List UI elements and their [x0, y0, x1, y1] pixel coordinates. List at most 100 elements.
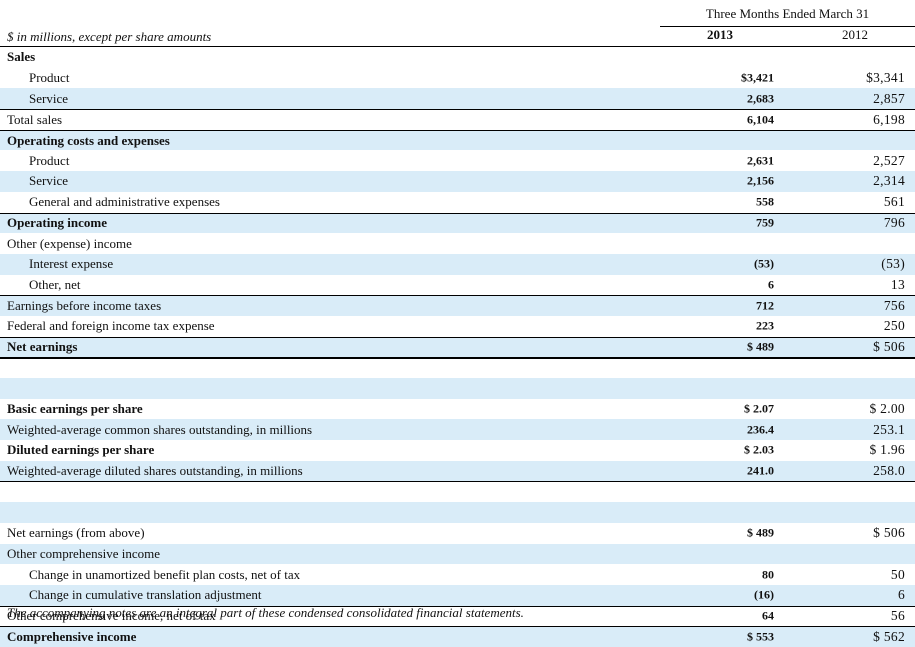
- value-2012: 796: [883, 215, 905, 231]
- table-row: Service 2,683 2,857: [0, 88, 915, 110]
- row-label: Basic earnings per share: [7, 401, 143, 417]
- table-row: [0, 378, 915, 399]
- table-row: Total sales 6,104 6,198: [0, 109, 915, 130]
- value-2012: 253.1: [873, 421, 905, 437]
- value-2012: $ 1.96: [869, 442, 905, 458]
- table-row: [0, 481, 915, 502]
- table-row: Service 2,156 2,314: [0, 171, 915, 192]
- table-row: Basic earnings per share $ 2.07 $ 2.00: [0, 399, 915, 420]
- units-note: $ in millions, except per share amounts: [7, 29, 212, 44]
- value-2012: $3,341: [866, 70, 905, 86]
- row-label: Change in cumulative translation adjustm…: [29, 587, 262, 603]
- row-label: Weighted-average common shares outstandi…: [7, 421, 313, 437]
- row-label: Interest expense: [29, 256, 114, 272]
- value-2013: 2,631: [747, 153, 774, 168]
- value-2013: 6,104: [747, 112, 774, 127]
- row-label: Earnings before income taxes: [7, 298, 162, 314]
- value-2012: 2,314: [873, 173, 905, 189]
- value-2013: 241.0: [747, 463, 774, 478]
- value-2013: 236.4: [747, 422, 774, 437]
- value-2013: (53): [754, 256, 774, 271]
- table-row: Net earnings $ 489 $ 506: [0, 336, 915, 358]
- row-label: Diluted earnings per share: [7, 442, 155, 458]
- value-2013: 2,683: [747, 91, 774, 106]
- value-2013: $ 553: [747, 629, 774, 644]
- table-row: Other (expense) income: [0, 233, 915, 254]
- value-2012: $ 506: [873, 339, 905, 355]
- value-2012: 56: [890, 608, 905, 624]
- value-2012: $ 2.00: [869, 401, 905, 417]
- table-row: Weighted-average common shares outstandi…: [0, 419, 915, 441]
- row-label: Net earnings (from above): [7, 525, 145, 541]
- row-label: General and administrative expenses: [29, 194, 220, 210]
- value-2013: 558: [756, 194, 774, 209]
- value-2013: (16): [754, 587, 774, 602]
- value-2012: 561: [883, 194, 905, 210]
- table-row: Weighted-average diluted shares outstand…: [0, 460, 915, 482]
- value-2013: $ 489: [747, 339, 774, 354]
- value-2012: 2,857: [873, 90, 905, 106]
- row-label: Other, net: [29, 276, 81, 292]
- column-header-row: $ in millions, except per share amounts …: [0, 26, 915, 47]
- year-current-header: 2013: [707, 27, 733, 42]
- value-2012: 50: [890, 566, 905, 582]
- footnote: The accompanying notes are an integral p…: [7, 605, 524, 620]
- table-row: Operating income 759 796: [0, 212, 915, 234]
- value-2012: 756: [883, 298, 905, 314]
- value-2013: 6: [768, 277, 774, 292]
- row-label: Other comprehensive income: [7, 545, 161, 561]
- value-2012: $ 506: [873, 525, 905, 541]
- table-row: Change in unamortized benefit plan costs…: [0, 564, 915, 585]
- table-row: [0, 357, 915, 378]
- value-2013: 64: [762, 608, 774, 623]
- value-2012: (53): [881, 256, 905, 272]
- row-label: Operating costs and expenses: [7, 132, 170, 148]
- table-row: Net earnings (from above) $ 489 $ 506: [0, 523, 915, 544]
- value-2013: $ 2.07: [744, 401, 774, 416]
- table-row: Diluted earnings per share $ 2.03 $ 1.96: [0, 440, 915, 461]
- value-2012: 258.0: [873, 463, 905, 479]
- table-row: Other comprehensive income, net of tax 64…: [0, 605, 915, 627]
- table-row: Sales: [0, 47, 915, 68]
- value-2012: 6: [897, 587, 905, 603]
- table-row: Product 2,631 2,527: [0, 150, 915, 171]
- table-row: [0, 502, 915, 523]
- value-2012: 13: [890, 276, 905, 292]
- row-label: Product: [29, 152, 70, 168]
- table-row: Change in cumulative translation adjustm…: [0, 584, 915, 606]
- table-row: Product $3,421 $3,341: [0, 68, 915, 89]
- table-row: Interest expense (53) (53): [0, 253, 915, 275]
- row-label: Total sales: [7, 111, 63, 127]
- row-label: Service: [29, 90, 68, 106]
- year-prior-header: 2012: [842, 27, 868, 42]
- table-row: Other, net 6 13: [0, 275, 915, 296]
- value-2013: 712: [756, 298, 774, 313]
- row-label: Change in unamortized benefit plan costs…: [29, 566, 301, 582]
- row-label: Other (expense) income: [7, 235, 132, 251]
- period-header: Three Months Ended March 31: [660, 6, 915, 27]
- row-label: Sales: [7, 49, 36, 65]
- statement-table: Sales Product $3,421 $3,341 Service 2,683 2,85…: [0, 47, 915, 647]
- row-label: Comprehensive income: [7, 629, 137, 645]
- value-2013: 759: [756, 215, 774, 230]
- table-row: Comprehensive income $ 553 $ 562: [0, 626, 915, 647]
- row-label: Federal and foreign income tax expense: [7, 318, 215, 334]
- value-2012: 2,527: [873, 152, 905, 168]
- row-label: Weighted-average diluted shares outstand…: [7, 463, 303, 479]
- value-2013: 80: [762, 567, 774, 582]
- table-row: Federal and foreign income tax expense 22…: [0, 316, 915, 337]
- value-2013: $3,421: [741, 70, 774, 85]
- row-label: Net earnings: [7, 339, 78, 355]
- value-2013: 223: [756, 318, 774, 333]
- value-2012: $ 562: [873, 629, 905, 645]
- table-row: Operating costs and expenses: [0, 129, 915, 151]
- value-2012: 6,198: [873, 111, 905, 127]
- value-2013: 2,156: [747, 173, 774, 188]
- table-row: Other comprehensive income: [0, 543, 915, 565]
- table-row: General and administrative expenses 558 56…: [0, 192, 915, 213]
- table-row: Earnings before income taxes 712 756: [0, 295, 915, 316]
- row-label: Other comprehensive income, net of tax: [7, 608, 216, 624]
- value-2012: 250: [883, 318, 905, 334]
- row-label: Operating income: [7, 215, 108, 231]
- value-2013: $ 2.03: [744, 442, 774, 457]
